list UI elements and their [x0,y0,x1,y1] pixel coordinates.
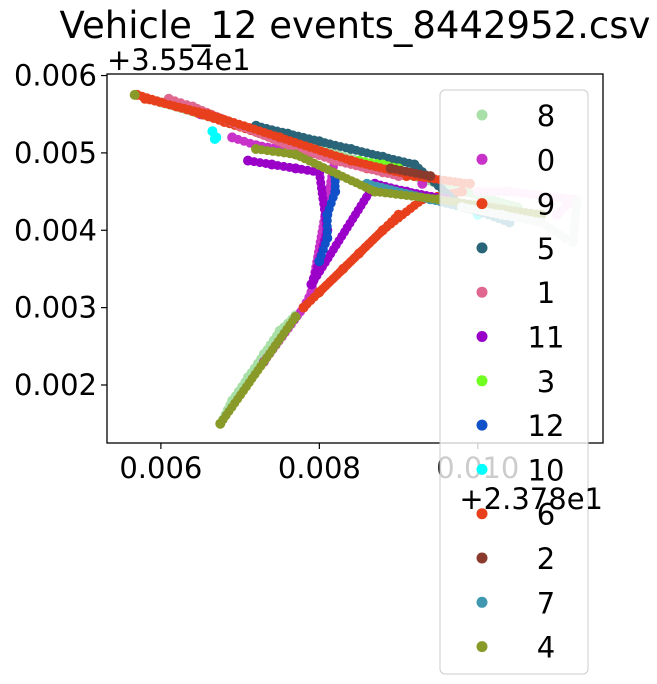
y-tick-label: 0.002 [14,368,97,402]
legend-label: 8 [537,99,555,133]
legend-label: 3 [537,365,555,399]
y-tick-label: 0.003 [14,291,97,325]
legend-marker [476,286,488,298]
data-point [314,256,325,267]
legend-marker [476,641,488,653]
x-tick-label: 0.006 [119,451,202,485]
plot-frame [106,73,604,444]
legend-label: 12 [528,409,565,443]
data-point [129,89,140,100]
legend-label: 1 [537,276,555,310]
legend-label: 10 [528,453,565,487]
data-point [290,311,301,322]
legend-box [439,89,589,675]
legend-label: 7 [537,586,555,620]
legend-marker [476,198,488,210]
legend-marker [476,375,488,387]
series-9 [132,89,467,313]
data-point [393,209,404,220]
legend-marker [476,508,488,520]
legend-marker [476,331,488,342]
legend-label: 11 [528,321,565,355]
legend-label: 4 [537,631,555,665]
legend-marker [476,463,488,475]
y-axis: 0.002 0.003 0.004 0.005 0.006 [14,59,107,402]
legend-marker [476,153,488,165]
x-offset-label: +2.378e1 [459,482,603,516]
data-point [211,132,222,143]
y-tick-label: 0.005 [14,136,97,170]
chart-title: Vehicle_12 events_8442952.csv [60,4,651,47]
legend-marker [476,596,488,608]
legend-marker [476,109,488,121]
legend-marker [476,552,488,564]
legend-label: 0 [537,143,555,177]
series-2 [385,163,436,182]
y-tick-label: 0.006 [14,59,97,93]
legend-label: 9 [537,188,555,222]
legend-marker [476,419,488,431]
data-point [425,171,436,182]
legend-label: 2 [537,542,555,576]
series-6 [140,93,475,298]
legend-label: 6 [537,498,555,532]
y-tick-label: 0.004 [14,213,97,247]
legend-marker [476,242,488,254]
x-tick-label: 0.008 [278,451,361,485]
legend-label: 5 [537,232,555,266]
y-offset-label: +3.554e1 [107,43,251,77]
